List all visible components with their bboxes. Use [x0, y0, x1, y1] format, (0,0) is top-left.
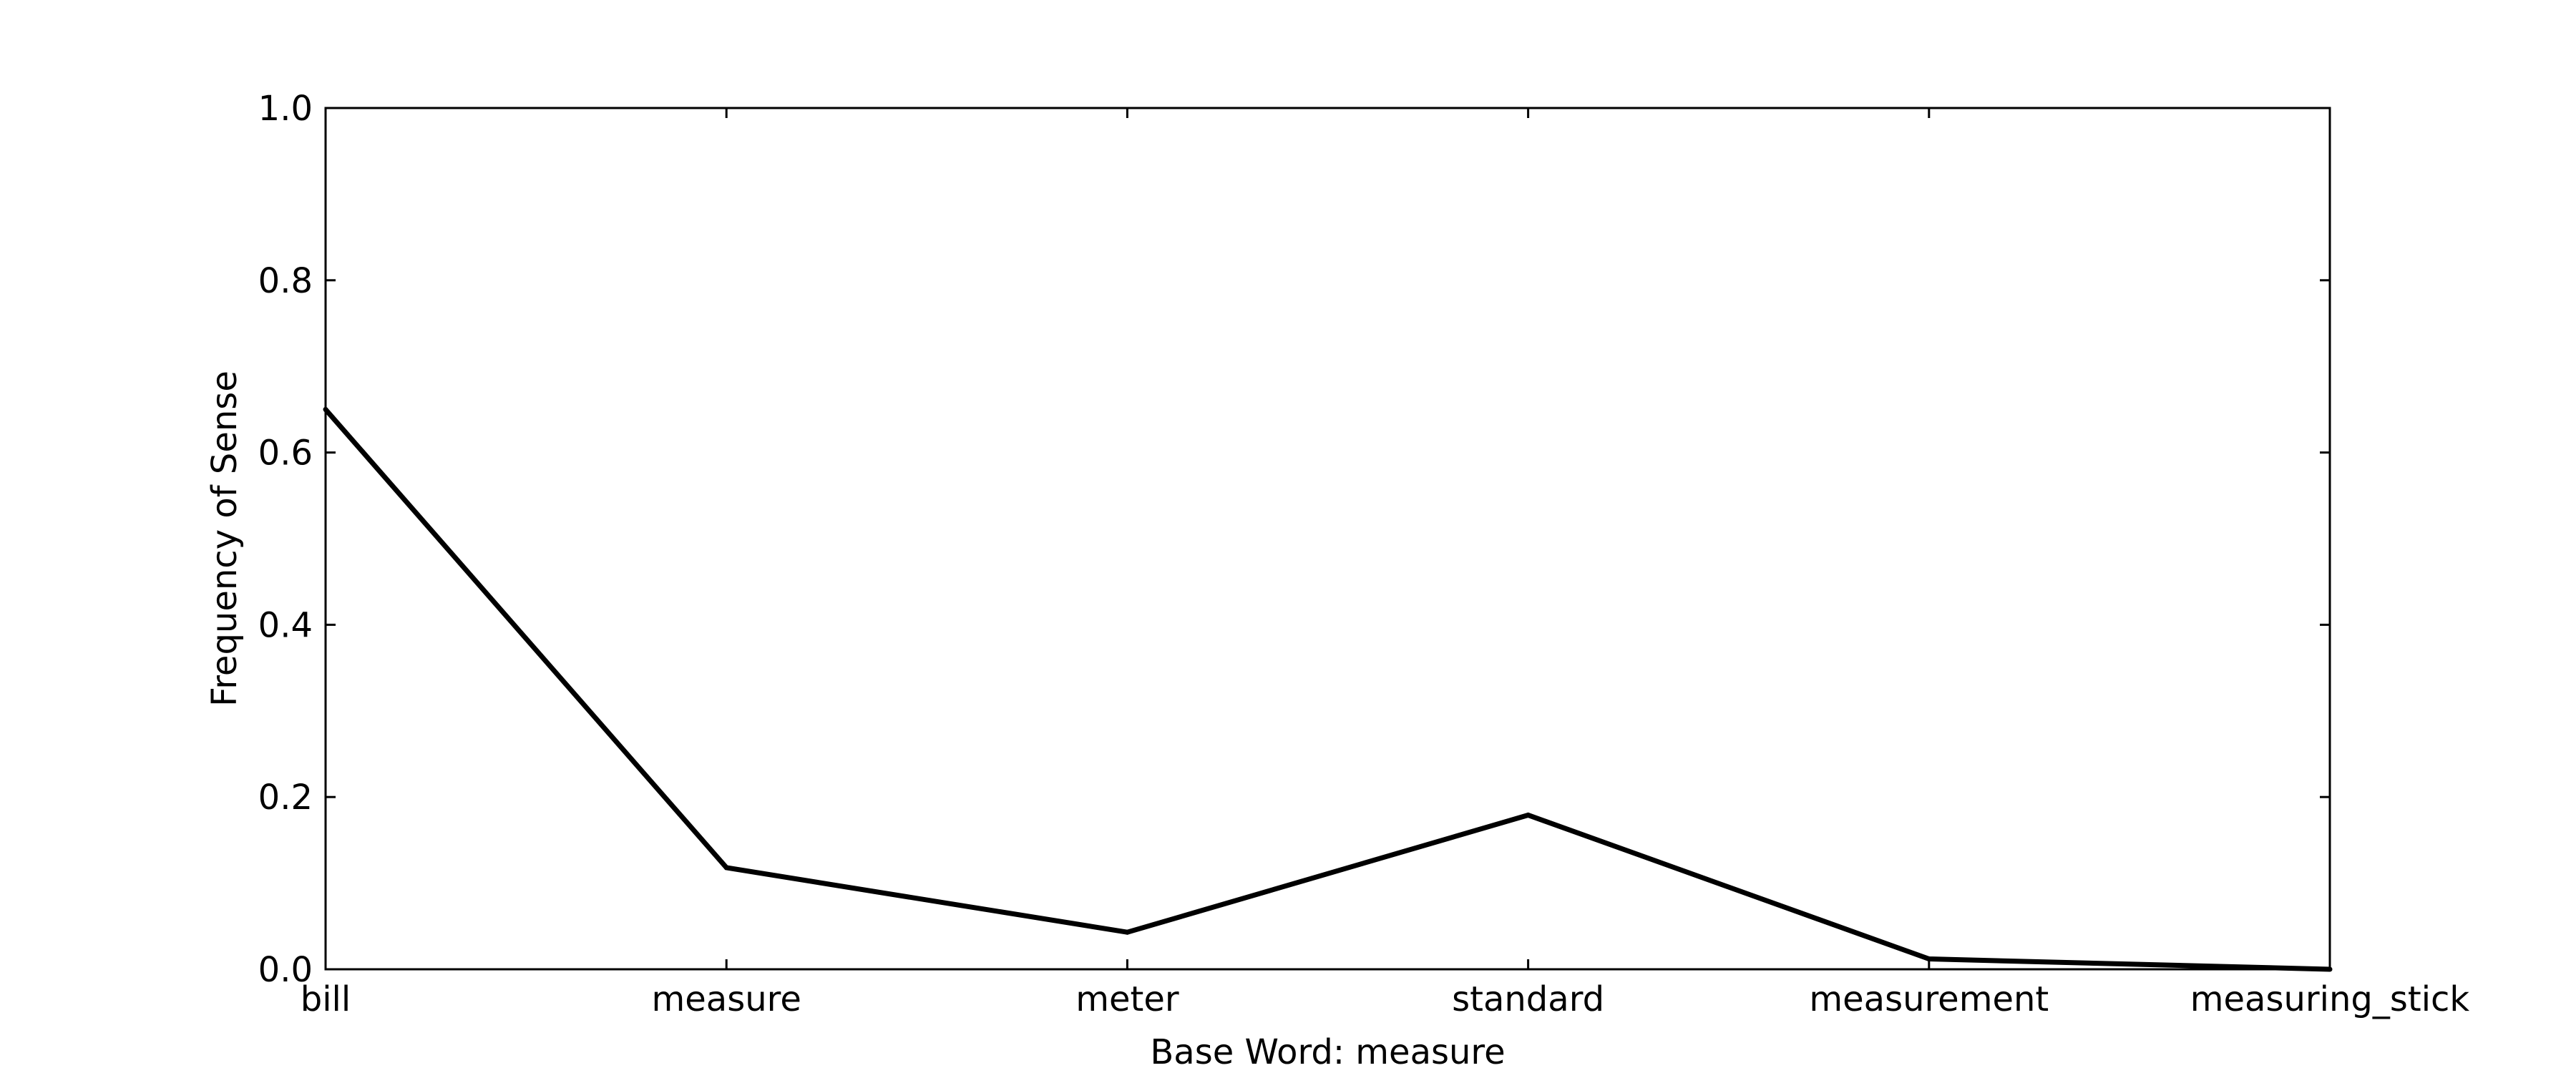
- x-tick-label: measure: [652, 979, 801, 1019]
- y-tick-label: 0.6: [258, 433, 313, 474]
- data-point: [323, 406, 328, 412]
- x-tick-label: standard: [1452, 979, 1604, 1019]
- data-point: [723, 865, 729, 871]
- y-axis-title: Frequency of Sense: [205, 371, 245, 707]
- data-point: [1124, 929, 1130, 935]
- y-tick-label: 0.2: [258, 778, 313, 818]
- y-tick-label: 0.8: [258, 261, 313, 301]
- x-tick-label: measuring_stick: [2190, 979, 2470, 1019]
- y-tick-label: 1.0: [258, 89, 313, 129]
- x-axis-tick-labels: bill measure meter standard measurement measu…: [301, 979, 2470, 1019]
- series-points: [323, 406, 2333, 972]
- x-tick-label: bill: [301, 979, 351, 1019]
- data-point: [1926, 956, 1932, 962]
- series-line: [323, 408, 2331, 972]
- x-tick-label: meter: [1075, 979, 1179, 1019]
- y-tick-label: 0.0: [258, 950, 313, 990]
- y-tick-label: 0.4: [258, 605, 313, 645]
- data-point: [1526, 812, 1531, 818]
- y-axis-tick-labels: 0.0 0.2 0.4 0.6 0.8 1.0: [258, 89, 313, 990]
- plot-area-frame: [324, 107, 2331, 971]
- x-tick-label: measurement: [1809, 979, 2049, 1019]
- x-axis-title: Base Word: measure: [1150, 1032, 1505, 1072]
- data-point: [2327, 966, 2333, 972]
